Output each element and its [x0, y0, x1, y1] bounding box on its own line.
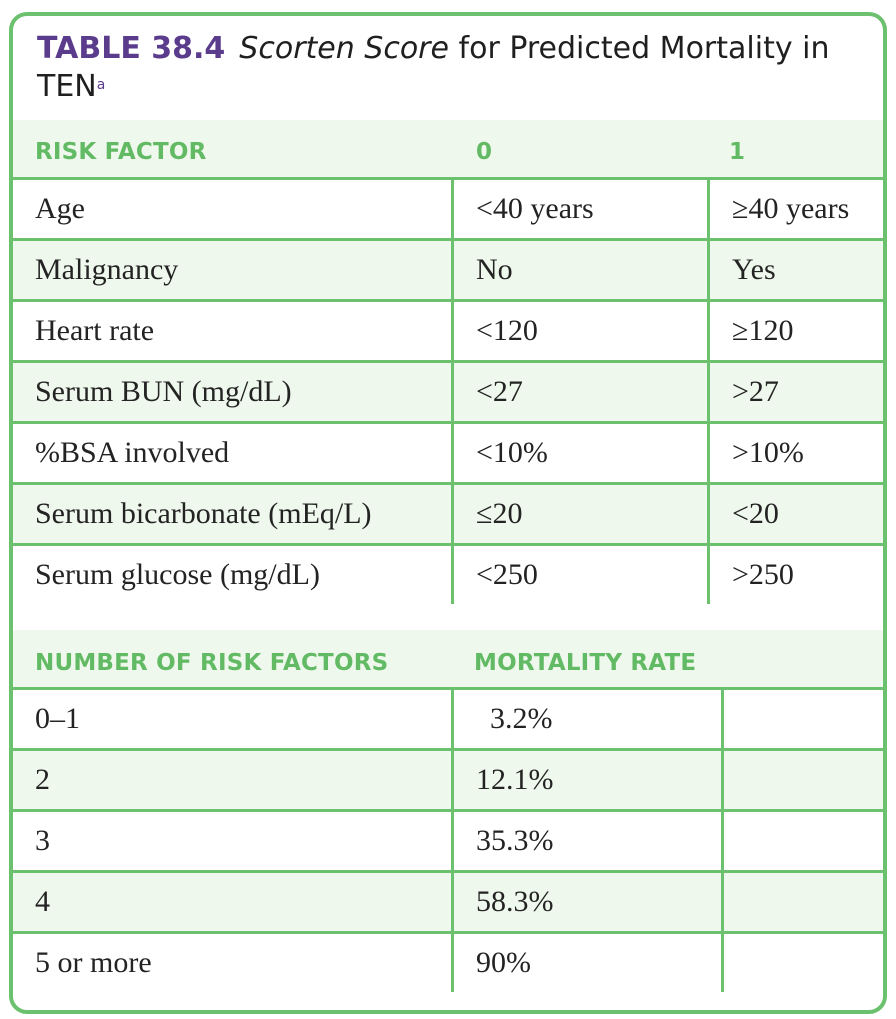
risk-factor-cell: Serum bicarbonate (mEq/L) [13, 482, 454, 546]
header-mortality-rate: MORTALITY RATE [474, 650, 697, 676]
risk-factor-cell: Heart rate [13, 299, 454, 363]
score-0-cell: <27 [451, 360, 710, 424]
empty-cell [721, 870, 883, 934]
score-1-cell: ≥120 [707, 299, 883, 363]
empty-cell [721, 809, 883, 873]
mortality-rate-cell: 35.3% [451, 809, 724, 873]
mortality-rate-cell: 3.2% [451, 687, 724, 751]
mortality-rate-cell: 58.3% [451, 870, 724, 934]
risk-factor-cell: %BSA involved [13, 421, 454, 485]
score-1-cell: >250 [707, 543, 883, 604]
score-1-cell: >10% [707, 421, 883, 485]
title-rest: for Predicted Mortality in TEN [37, 31, 830, 104]
empty-cell [721, 687, 883, 751]
empty-cell [721, 748, 883, 812]
score-0-cell: <10% [451, 421, 710, 485]
header-score-1: 1 [729, 139, 746, 165]
score-0-cell: <120 [451, 299, 710, 363]
table-frame: TABLE 38.4 Scorten Score for Predicted Mo… [9, 12, 887, 1014]
risk-factor-table: Age <40 years ≥40 years Malignancy No Ye… [13, 177, 883, 604]
score-1-cell: <20 [707, 482, 883, 546]
risk-count-cell: 2 [13, 748, 454, 812]
table-row: Malignancy No Yes [13, 238, 883, 302]
mortality-table: 0–1 3.2% 2 12.1% 3 35.3% 4 58.3% 5 or mo… [13, 687, 883, 992]
score-0-cell: <40 years [451, 177, 710, 241]
risk-factor-cell: Serum glucose (mg/dL) [13, 543, 454, 604]
empty-cell [721, 931, 883, 992]
risk-count-cell: 5 or more [13, 931, 454, 992]
risk-count-cell: 4 [13, 870, 454, 934]
table-row: %BSA involved <10% >10% [13, 421, 883, 485]
header-score-0: 0 [476, 139, 493, 165]
risk-factor-cell: Serum BUN (mg/dL) [13, 360, 454, 424]
header-risk-factor: RISK FACTOR [35, 139, 207, 165]
table-title: TABLE 38.4 Scorten Score for Predicted Mo… [37, 30, 857, 106]
table-row: 5 or more 90% [13, 931, 883, 992]
score-1-cell: >27 [707, 360, 883, 424]
score-1-cell: ≥40 years [707, 177, 883, 241]
table-row: Serum bicarbonate (mEq/L) ≤20 <20 [13, 482, 883, 546]
table-row: Heart rate <120 ≥120 [13, 299, 883, 363]
table-row: 3 35.3% [13, 809, 883, 873]
score-0-cell: <250 [451, 543, 710, 604]
table-row: Serum glucose (mg/dL) <250 >250 [13, 543, 883, 604]
risk-factor-cell: Age [13, 177, 454, 241]
header-number-of-risk-factors: NUMBER OF RISK FACTORS [35, 650, 389, 676]
mortality-header-band: NUMBER OF RISK FACTORS MORTALITY RATE [13, 630, 883, 690]
title-footnote-marker: a [96, 77, 106, 93]
title-italic: Scorten Score [239, 31, 449, 66]
table-row: Age <40 years ≥40 years [13, 177, 883, 241]
risk-header-band: RISK FACTOR 0 1 [13, 120, 883, 180]
risk-count-cell: 0–1 [13, 687, 454, 751]
score-0-cell: No [451, 238, 710, 302]
score-0-cell: ≤20 [451, 482, 710, 546]
table-row: 4 58.3% [13, 870, 883, 934]
table-number: TABLE 38.4 [37, 31, 226, 66]
score-1-cell: Yes [707, 238, 883, 302]
risk-factor-cell: Malignancy [13, 238, 454, 302]
table-row: Serum BUN (mg/dL) <27 >27 [13, 360, 883, 424]
mortality-rate-cell: 90% [451, 931, 724, 992]
risk-count-cell: 3 [13, 809, 454, 873]
table-row: 0–1 3.2% [13, 687, 883, 751]
table-row: 2 12.1% [13, 748, 883, 812]
mortality-rate-cell: 12.1% [451, 748, 724, 812]
